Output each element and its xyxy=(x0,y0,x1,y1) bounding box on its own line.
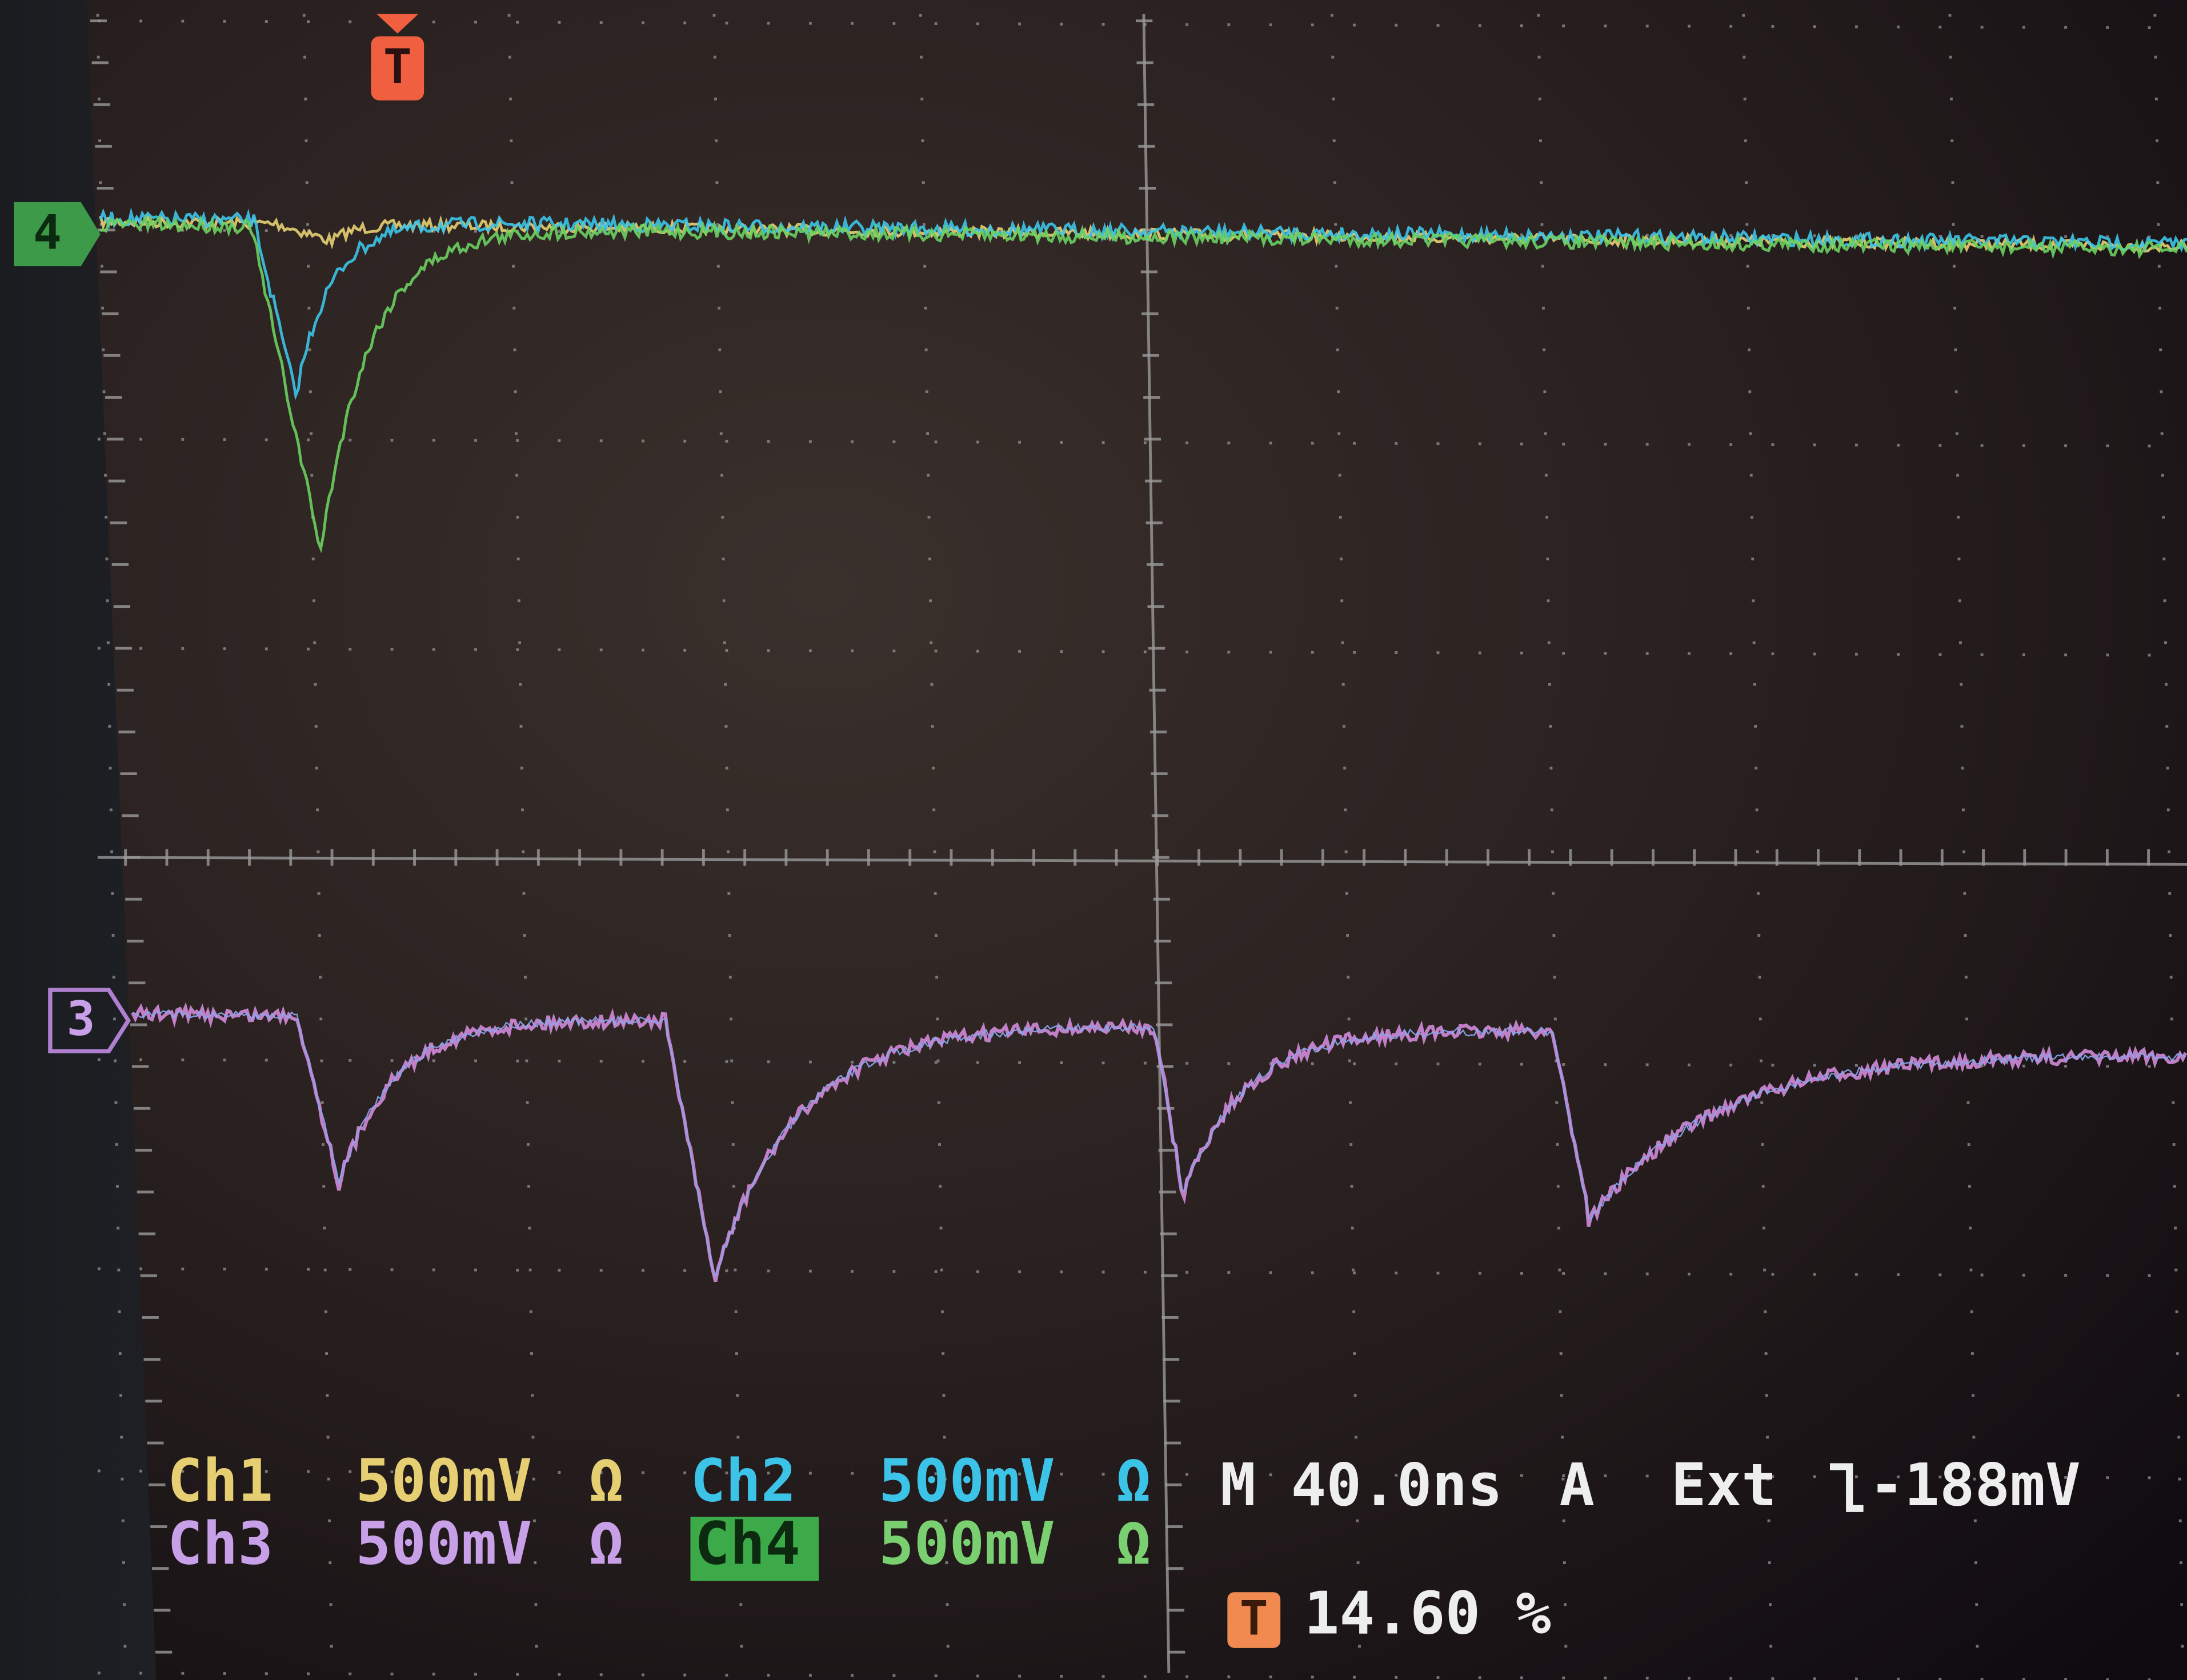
channel-scale: 500mV xyxy=(356,1448,532,1515)
trigger-marker: T xyxy=(383,39,412,94)
channel-name: Ch1 xyxy=(167,1448,273,1515)
oscilloscope-screen: T 4 3 Ch1 500mV Ω Ch2 500mV Ω Ch3 500mV … xyxy=(0,0,2187,1680)
page: T 4 3 Ch1 500mV Ω Ch2 500mV Ω Ch3 500mV … xyxy=(0,0,2187,1680)
channel-scale: 500mV xyxy=(356,1510,532,1578)
timebase: M 40.0ns xyxy=(1220,1452,1503,1519)
trigger-position-marker: T xyxy=(1240,1590,1268,1646)
channel-coupling: Ω xyxy=(588,1510,624,1578)
trigger-position: 14.60 % xyxy=(1304,1579,1551,1647)
channel-scale: 500mV xyxy=(879,1510,1055,1578)
channel-marker: 4 xyxy=(33,205,62,260)
channel-coupling: Ω xyxy=(1116,1510,1151,1578)
channel-coupling: Ω xyxy=(588,1448,624,1515)
channel-name: Ch3 xyxy=(167,1510,273,1578)
acquisition: A xyxy=(1559,1452,1595,1519)
channel-name: Ch2 xyxy=(690,1448,796,1515)
trigger-level: -188mV xyxy=(1869,1452,2080,1519)
channel-marker: 3 xyxy=(67,991,95,1047)
display xyxy=(86,0,2187,1680)
channel-name: Ch4 xyxy=(695,1510,800,1578)
channel-coupling: Ω xyxy=(1116,1448,1151,1515)
channel-scale: 500mV xyxy=(879,1448,1055,1515)
trigger-source: Ext xyxy=(1671,1452,1777,1519)
